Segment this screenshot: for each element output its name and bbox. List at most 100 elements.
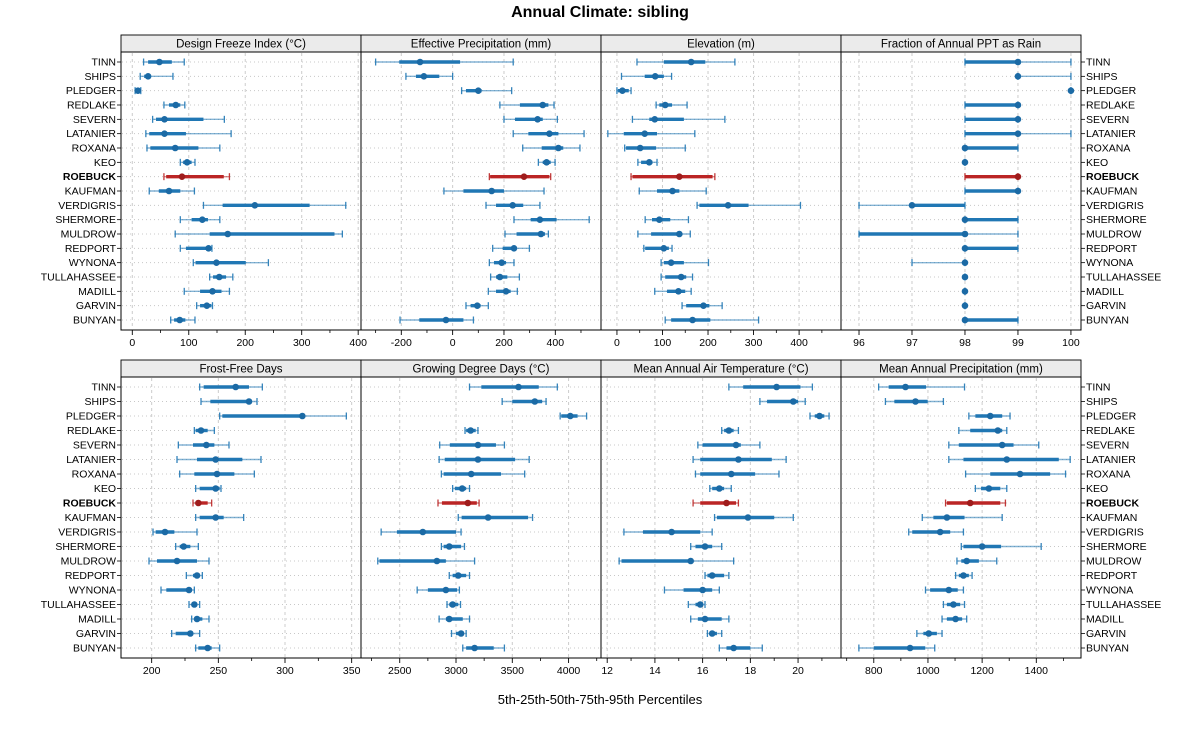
percentile-row-madill: [183, 287, 231, 295]
median-dot: [1014, 116, 1022, 123]
median-dot: [445, 615, 453, 623]
median-dot: [161, 116, 168, 123]
median-dot: [488, 187, 495, 195]
median-dot: [727, 470, 735, 478]
median-dot: [660, 245, 668, 252]
percentile-row-keo: [451, 485, 471, 492]
station-label-right: KEO: [1086, 483, 1108, 495]
percentile-row-pledger: [134, 87, 142, 95]
median-dot: [667, 259, 675, 266]
median-dot: [1014, 173, 1022, 180]
percentile-row-redlake: [499, 101, 555, 109]
axis-tick-label: 0: [450, 337, 456, 349]
percentile-row-ships: [884, 398, 945, 405]
percentile-row-madill: [941, 615, 968, 623]
percentile-row-verdigris: [858, 201, 966, 209]
median-dot: [1014, 101, 1022, 109]
station-label-right: TINN: [1086, 57, 1111, 69]
median-dot: [902, 383, 909, 391]
median-dot: [961, 159, 969, 166]
median-dot: [700, 302, 707, 309]
station-label-left: SHERMORE: [55, 541, 116, 553]
station-label-right: MADILL: [1086, 286, 1124, 298]
percentile-row-latanier: [176, 456, 262, 463]
percentile-row-tullahassee: [942, 601, 966, 608]
station-label-left: WYNONA: [69, 257, 116, 269]
median-dot: [961, 273, 969, 281]
percentile-row-verdigris: [908, 528, 965, 536]
percentile-row-tinn: [964, 58, 1072, 66]
station-label-right: SHIPS: [1086, 396, 1118, 408]
median-dot: [416, 58, 424, 66]
axis-tick-label: 100: [1062, 337, 1080, 349]
median-dot: [510, 245, 518, 252]
station-label-left: BUNYAN: [73, 315, 116, 327]
median-dot: [668, 528, 675, 536]
station-label-right: ROEBUCK: [1086, 171, 1140, 183]
median-dot: [744, 514, 752, 521]
percentile-row-madill: [487, 287, 518, 295]
percentile-row-severn: [151, 115, 225, 123]
percentile-row-pledger: [968, 412, 1011, 420]
median-dot: [173, 557, 181, 565]
panel-row-top: TINN TINN SHIPS SHIPS PLEDGER PLEDGER REDLAKE R…: [41, 34, 1161, 349]
percentile-row-tullahassee: [446, 601, 462, 608]
median-dot: [555, 144, 562, 152]
axis-tick-label: 97: [906, 337, 918, 349]
median-dot: [204, 644, 211, 652]
percentile-row-bunyan: [858, 644, 936, 652]
axis-tick-label: 12: [601, 665, 613, 677]
median-dot: [1014, 187, 1022, 195]
median-dot: [534, 116, 541, 123]
percentile-row-verdigris: [202, 201, 347, 209]
percentile-row-roxana: [440, 470, 526, 478]
median-dot: [1014, 58, 1022, 66]
median-dot: [213, 470, 221, 478]
percentile-row-bunyan: [664, 316, 760, 324]
panel-title: Growing Degree Days (°C): [413, 364, 550, 376]
station-label-right: SHERMORE: [1086, 541, 1147, 553]
station-label-right: WYNONA: [1086, 585, 1133, 597]
median-dot: [961, 316, 969, 324]
median-dot: [677, 273, 685, 281]
percentile-row-kaufman: [921, 514, 1003, 521]
percentile-row-keo: [974, 485, 1008, 492]
percentile-row-muldrow: [858, 230, 1019, 238]
panel-title: Elevation (m): [687, 39, 755, 51]
percentile-row-tullahassee: [687, 601, 706, 608]
percentile-row-latanier: [145, 130, 232, 138]
station-label-left: LATANIER: [66, 454, 116, 466]
percentile-row-roxana: [522, 144, 581, 152]
percentile-row-ships: [501, 398, 547, 405]
percentile-row-redlake: [464, 427, 479, 434]
median-dot: [789, 398, 797, 405]
percentile-row-muldrow: [174, 230, 344, 238]
station-label-right: VERDIGRIS: [1086, 527, 1144, 539]
station-label-right: SHIPS: [1086, 71, 1118, 83]
percentile-row-redport: [704, 572, 730, 579]
percentile-row-latanier: [512, 130, 585, 138]
axis-tick-label: 100: [180, 337, 198, 349]
median-dot: [474, 456, 482, 463]
percentile-row-redport: [954, 572, 973, 579]
median-dot: [445, 543, 453, 550]
median-dot: [725, 427, 733, 434]
percentile-row-bunyan: [462, 644, 506, 652]
percentile-row-kaufman: [713, 514, 794, 521]
panel-design-freeze-index-c: Design Freeze Index (°C) 0 100 200 300 400: [120, 34, 367, 349]
percentile-row-shermore: [175, 543, 199, 550]
axis-tick-label: 20: [792, 665, 804, 677]
percentile-row-tullahassee: [489, 273, 521, 281]
axis-tick-label: 300: [745, 337, 763, 349]
median-dot: [215, 273, 223, 281]
station-label-right: REDPORT: [1086, 570, 1138, 582]
station-label-left: SEVERN: [73, 440, 116, 452]
percentiles-caption: 5th-25th-50th-75th-95th Percentiles: [497, 692, 703, 707]
axis-tick-label: 4000: [557, 665, 581, 677]
median-dot: [619, 87, 626, 94]
percentile-row-shermore: [440, 543, 466, 550]
percentile-row-pledger: [616, 87, 632, 95]
station-label-right: SEVERN: [1086, 114, 1129, 126]
median-dot: [474, 441, 482, 449]
percentile-row-tinn: [199, 383, 263, 391]
